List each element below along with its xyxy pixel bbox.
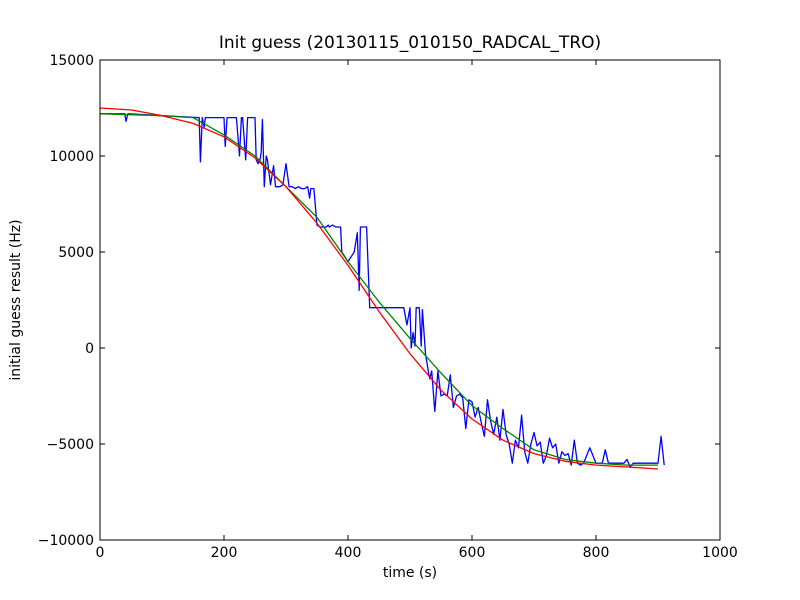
plot-area bbox=[100, 60, 720, 540]
y-tick-label: 10000 bbox=[49, 149, 94, 165]
x-axis-label: time (s) bbox=[383, 565, 437, 581]
x-tick-label: 1000 bbox=[702, 545, 738, 561]
x-tick-label: 800 bbox=[583, 545, 610, 561]
tick-layer: 0 200 400 600 800 1000 −10000 −5000 0 5000 10000 15… bbox=[38, 53, 738, 561]
series-layer bbox=[99, 107, 665, 470]
series-green-line bbox=[99, 113, 658, 466]
y-axis-label: initial guess result (Hz) bbox=[8, 219, 24, 380]
y-tick-label: 0 bbox=[85, 341, 94, 357]
x-tick-label: 0 bbox=[96, 545, 105, 561]
plot-frame bbox=[99, 59, 721, 541]
x-tick-label: 600 bbox=[459, 545, 486, 561]
x-tick-label: 200 bbox=[211, 545, 238, 561]
y-tick-label: −10000 bbox=[38, 533, 94, 549]
y-tick-label: 15000 bbox=[49, 53, 94, 69]
series-red-line bbox=[99, 107, 659, 470]
y-tick-label: −5000 bbox=[47, 437, 94, 453]
x-tick-label: 400 bbox=[335, 545, 362, 561]
chart-title: Init guess (20130115_010150_RADCAL_TRO) bbox=[219, 33, 601, 53]
y-tick-label: 5000 bbox=[58, 245, 94, 261]
